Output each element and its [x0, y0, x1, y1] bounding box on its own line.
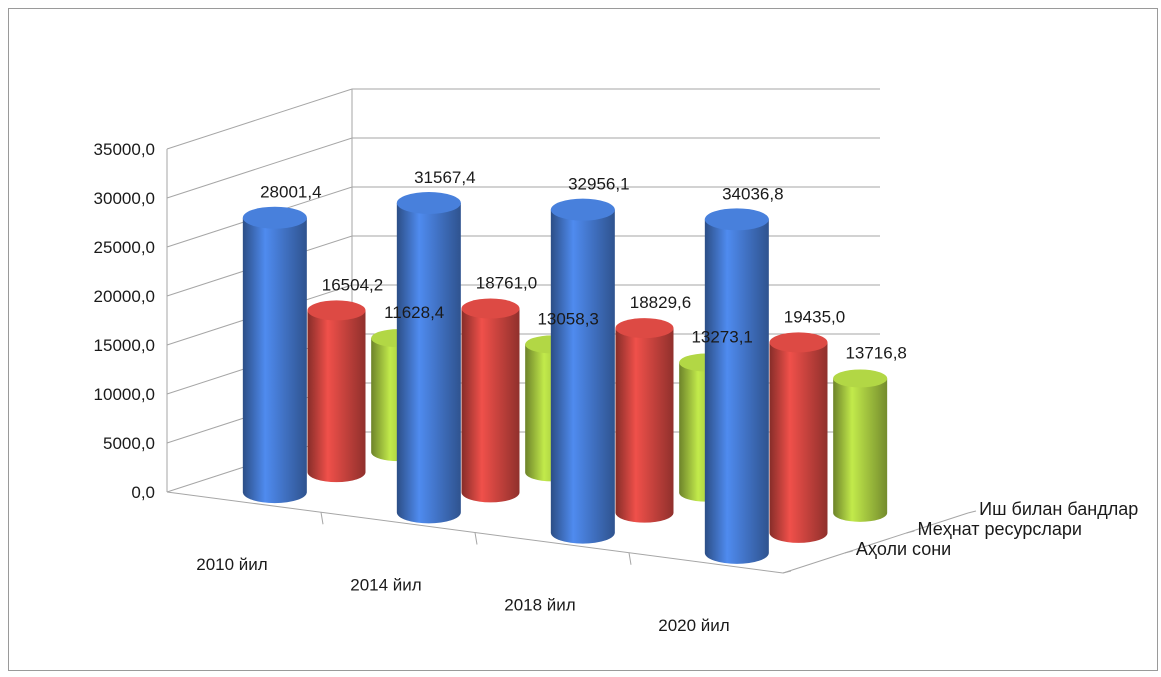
data-label: 18761,0	[476, 274, 537, 293]
data-label: 13716,8	[845, 343, 906, 362]
bar-body	[396, 203, 461, 524]
category-label: 2010 йил	[196, 555, 267, 574]
y-tick-label: 10000,0	[94, 385, 155, 404]
data-label: 32956,1	[568, 175, 629, 194]
bar-2-3	[833, 369, 888, 522]
bar-top	[307, 300, 366, 321]
data-label: 13058,3	[537, 309, 598, 328]
bar-top	[242, 206, 307, 229]
bar-body	[833, 378, 888, 522]
bar-top	[396, 192, 461, 215]
bar-0-3	[704, 208, 769, 564]
bar-top	[550, 198, 615, 221]
category-label: 2018 йил	[504, 596, 575, 615]
depth-tick-mark	[906, 530, 915, 534]
y-tick-label: 0,0	[131, 483, 155, 502]
bars	[242, 192, 888, 564]
bar-0-2	[550, 198, 615, 544]
data-label: 11628,4	[384, 303, 444, 322]
data-labels: 11628,4 13058,3 13273,1 13716,8 16504,2 18761…	[260, 168, 907, 362]
bar-body	[769, 342, 828, 543]
bar-1-1	[461, 298, 520, 503]
bar-1-0	[307, 300, 366, 483]
x-tick-mark	[474, 532, 478, 545]
depth-tick-mark	[967, 510, 977, 514]
series-axis-label: Иш билан бандлар	[979, 499, 1138, 519]
data-label: 16504,2	[322, 275, 383, 294]
series-axis-label: Аҳоли сони	[856, 539, 951, 559]
bar-1-2	[615, 318, 674, 523]
category-label: 2020 йил	[658, 616, 729, 635]
x-tick-mark	[628, 552, 632, 565]
gridline	[166, 88, 880, 150]
y-axis-ticks: 0,0 5000,0 10000,0 15000,0 20000,0 25000,0 300…	[94, 140, 155, 502]
y-tick-label: 25000,0	[94, 238, 155, 257]
x-axis-labels: 2010 йил 2014 йил 2018 йил 2020 йил	[196, 555, 729, 635]
depth-tick-mark	[844, 550, 853, 554]
y-tick-label: 20000,0	[94, 287, 155, 306]
bar-top	[704, 208, 769, 231]
floor-right-edge	[782, 512, 969, 574]
bar-body	[307, 310, 366, 483]
data-label: 34036,8	[722, 184, 783, 203]
bar-top	[769, 332, 828, 353]
y-tick-label: 30000,0	[94, 189, 155, 208]
y-tick-label: 35000,0	[94, 140, 155, 159]
data-label: 28001,4	[260, 183, 321, 202]
bar-0-1	[396, 192, 461, 524]
bar-0-0	[242, 206, 307, 504]
data-label: 18829,6	[630, 293, 691, 312]
data-label: 19435,0	[784, 307, 845, 326]
data-label: 13273,1	[691, 328, 752, 347]
y-tick-label: 15000,0	[94, 336, 155, 355]
bar-body	[461, 308, 520, 503]
bar-1-3	[769, 332, 828, 543]
bar-body	[242, 217, 307, 504]
depth-tick-mark	[782, 570, 792, 574]
x-tick-mark	[320, 512, 324, 525]
y-tick-label: 5000,0	[103, 434, 155, 453]
bar-top	[461, 298, 520, 319]
bar-body	[704, 219, 769, 564]
data-label: 31567,4	[414, 168, 475, 187]
series-axis-label: Меҳнат ресурслари	[918, 519, 1082, 539]
bar-top	[833, 369, 888, 388]
bar-body	[615, 328, 674, 523]
category-label: 2014 йил	[350, 575, 421, 594]
bar-top	[615, 318, 674, 339]
bar-body	[550, 209, 615, 544]
